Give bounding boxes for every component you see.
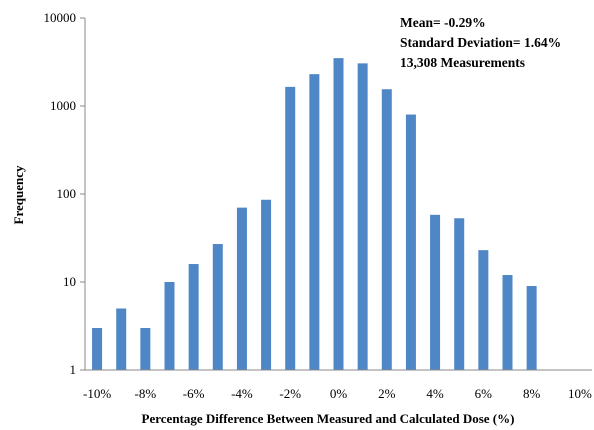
statistics-annotation: Mean= -0.29% Standard Deviation= 1.64% 1… (400, 13, 561, 73)
bar (92, 328, 103, 370)
bar (212, 244, 223, 370)
bar (381, 89, 392, 371)
std-dev-annotation: Standard Deviation= 1.64% (400, 35, 562, 50)
bar (116, 308, 127, 370)
bar (357, 63, 368, 370)
bar (140, 328, 151, 370)
bar (261, 199, 272, 370)
y-axis: 1 10 100 1000 10000 (44, 10, 85, 377)
bars-group (92, 58, 537, 371)
x-tick-label: 8% (523, 386, 541, 401)
bar (164, 282, 175, 370)
y-tick-label: 10 (63, 274, 76, 289)
bar (502, 275, 513, 370)
y-tick-label: 1 (70, 362, 77, 377)
bar (236, 207, 247, 370)
x-tick-label: 4% (426, 386, 444, 401)
x-tick-label: -6% (183, 386, 205, 401)
bar (333, 58, 344, 371)
x-tick-label: 2% (378, 386, 396, 401)
x-tick-label: 6% (475, 386, 493, 401)
bar (478, 250, 489, 370)
x-tick-label: -8% (135, 386, 157, 401)
x-tick-label: -10% (83, 386, 111, 401)
x-tick-label: 10% (568, 386, 592, 401)
bar (309, 74, 320, 370)
bar (405, 114, 416, 371)
x-tick-label: -4% (231, 386, 253, 401)
bar (454, 218, 465, 370)
x-tick-label: -2% (279, 386, 301, 401)
y-tick-label: 100 (57, 186, 77, 201)
mean-annotation: Mean= -0.29% (400, 15, 486, 30)
y-tick-label: 1000 (50, 98, 76, 113)
bar (430, 214, 441, 370)
bar (285, 86, 296, 370)
bar (188, 264, 199, 370)
y-axis-title: Frequency (11, 165, 26, 224)
count-annotation: 13,308 Measurements (400, 55, 525, 70)
x-tick-label: 0% (330, 386, 348, 401)
x-axis: -10% -8% -6% -4% -2% 0% 2% 4% 6% 8% 10% (83, 386, 592, 401)
y-tick-label: 10000 (44, 10, 77, 25)
bar (526, 286, 537, 370)
x-axis-title: Percentage Difference Between Measured a… (142, 411, 515, 426)
